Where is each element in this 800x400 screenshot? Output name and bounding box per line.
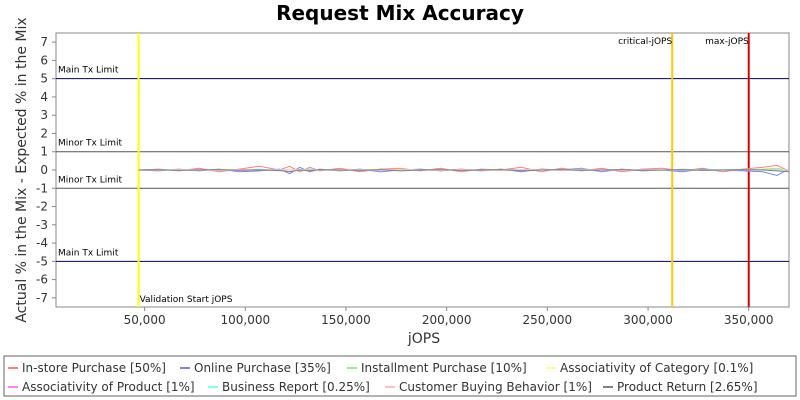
x-axis-label: jOPS: [407, 331, 440, 347]
x-tick-label: 100,000: [220, 313, 270, 327]
legend-box: [3, 355, 797, 397]
y-tick-label: 5: [40, 72, 48, 86]
jops-marker-label: critical-jOPS: [618, 37, 672, 47]
y-tick-label: -6: [36, 273, 48, 287]
y-tick-label: -1: [36, 181, 48, 195]
series-lines: [138, 164, 790, 177]
x-tick-label: 300,000: [623, 313, 673, 327]
legend-entry-label: Online Purchase [35%]: [194, 361, 331, 375]
y-tick-label: 4: [40, 90, 48, 104]
y-tick-label: -7: [36, 291, 48, 305]
series-line: [138, 169, 790, 173]
x-tick-label: 200,000: [422, 313, 472, 327]
legend-entry-label: In-store Purchase [50%]: [22, 361, 166, 375]
x-tick-label: 150,000: [321, 313, 371, 327]
jops-marker-label: Validation Start jOPS: [140, 295, 233, 305]
limit-label: Minor Tx Limit: [58, 175, 123, 185]
legend-entry-label: Business Report [0.25%]: [222, 380, 370, 394]
x-tick-label: 350,000: [724, 313, 774, 327]
chart-title: Request Mix Accuracy: [276, 1, 524, 25]
jops-marker-label: max-jOPS: [705, 37, 749, 47]
legend: In-store Purchase [50%] Online Purchase […: [8, 361, 758, 394]
limit-label: Main Tx Limit: [58, 248, 119, 258]
y-tick-label: -5: [36, 254, 48, 268]
y-tick-label: -4: [36, 236, 48, 250]
y-tick-label: 2: [40, 126, 48, 140]
y-tick-label: 3: [40, 108, 48, 122]
legend-entry-label: Associativity of Product [1%]: [22, 380, 195, 394]
y-tick-label: 1: [40, 145, 48, 159]
legend-entry-label: Installment Purchase [10%]: [361, 361, 527, 375]
horizontal-limit-markers: Main Tx Limit Minor Tx Limit Minor Tx Limi…: [56, 66, 789, 262]
legend-entry-label: Customer Buying Behavior [1%]: [399, 380, 592, 394]
limit-label: Minor Tx Limit: [58, 139, 123, 149]
y-tick-label: -2: [36, 200, 48, 214]
y-axis-label: Actual % in the Mix - Expected % in the …: [14, 17, 30, 322]
y-tick-label: 0: [40, 163, 48, 177]
y-axis: -7 -6 -5 -4 -3 -2 -1 0 1 2 3 4 5 6 7: [36, 35, 56, 305]
x-axis: 50,000 100,000 150,000 200,000 250,000 300,00…: [124, 307, 774, 327]
y-tick-label: -3: [36, 218, 48, 232]
limit-label: Main Tx Limit: [58, 66, 119, 76]
x-tick-label: 250,000: [523, 313, 573, 327]
legend-entry-label: Associativity of Category [0.1%]: [560, 361, 753, 375]
x-tick-label: 50,000: [124, 313, 166, 327]
legend-entry-label: Product Return [2.65%]: [617, 380, 758, 394]
y-tick-label: 7: [40, 35, 48, 49]
y-tick-label: 6: [40, 53, 48, 67]
